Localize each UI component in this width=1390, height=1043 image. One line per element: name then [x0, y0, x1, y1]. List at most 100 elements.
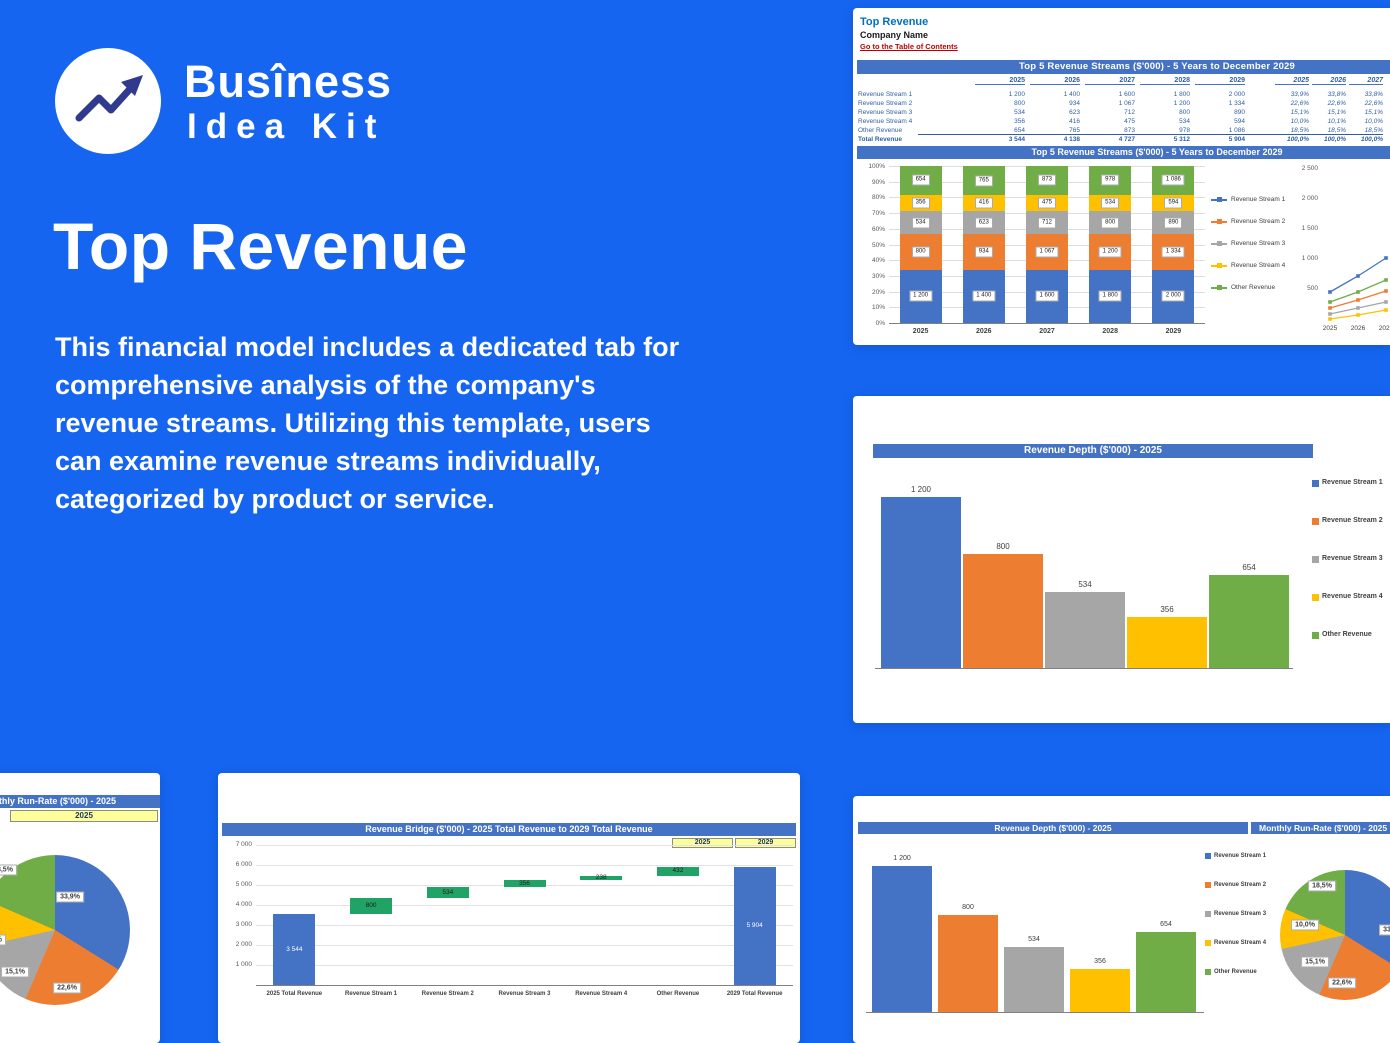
- year-header: 2025: [975, 76, 1025, 85]
- cell-value: 1 200: [1008, 91, 1025, 98]
- gridline: [256, 845, 793, 846]
- bar-revenue-stream-3: [1004, 947, 1064, 1012]
- data-label: 356: [911, 197, 930, 209]
- cell-pct: 100,0%: [1323, 136, 1346, 143]
- depth-and-runrate-panel: Revenue Depth ($'000) - 2025 Monthly Run…: [853, 796, 1390, 1043]
- revenue-bridge-panel: Revenue Bridge ($'000) - 2025 Total Reve…: [218, 773, 800, 1043]
- pie-chart: [0, 855, 130, 1005]
- axis-tick: 3 000: [235, 921, 252, 928]
- cell-value: 765: [1069, 127, 1080, 134]
- data-label: 5 904: [746, 921, 763, 929]
- data-label: 534: [1028, 936, 1040, 944]
- data-label: 712: [1037, 217, 1057, 229]
- bridge-title-band: Revenue Bridge ($'000) - 2025 Total Reve…: [222, 823, 796, 836]
- legend-item-revenue-stream-1: Revenue Stream 1: [1205, 852, 1287, 860]
- data-label: 534: [1101, 197, 1120, 209]
- data-label: 800: [365, 902, 377, 910]
- data-label: 432: [672, 867, 684, 875]
- axis-category: 2027: [1039, 328, 1055, 335]
- bar-other-revenue: [1209, 574, 1289, 668]
- brand-name-line2: Idea Kit: [187, 107, 386, 146]
- pie-label: 33,9%: [56, 891, 84, 903]
- year-header: 2025: [1275, 76, 1309, 85]
- revenue-bridge-waterfall-chart: 7 000 6 000 5 000 4 000 3 000 2 000 1 000 3 544…: [218, 773, 800, 1043]
- row-label: Revenue Stream 2: [858, 100, 913, 107]
- legend-label: Revenue Stream 1: [1322, 479, 1383, 486]
- legend-label: Revenue Stream 2: [1231, 218, 1286, 225]
- runrate-pie-chart-mini: 33,9% 22,6% 15,1% 10,0% 18,5%: [1248, 796, 1390, 1043]
- bridge-year-from-cell[interactable]: 2025: [672, 838, 733, 848]
- gridline: [256, 965, 793, 966]
- row-label: Total Revenue: [858, 136, 902, 143]
- cell-value: 594: [1234, 118, 1245, 125]
- row-label: Other Revenue: [858, 127, 903, 134]
- axis-category: 2029: [1165, 328, 1182, 335]
- gridline: [256, 865, 793, 866]
- bar-revenue-stream-2: [938, 914, 998, 1012]
- data-label: 978: [1101, 174, 1120, 186]
- cell-value: 356: [1014, 118, 1025, 125]
- cell-pct: 22,6%: [1290, 100, 1309, 107]
- cell-pct: 22,6%: [1327, 100, 1346, 107]
- cell-pct: 33,8%: [1327, 91, 1346, 98]
- data-label: 2 000: [1161, 290, 1185, 302]
- bar-other-revenue: [1136, 932, 1196, 1012]
- legend-item-other-revenue: Other Revenue: [1205, 968, 1287, 976]
- legend-label: Revenue Stream 1: [1231, 196, 1286, 203]
- cell-pct: 33,9%: [1290, 91, 1309, 98]
- legend-item-revenue-stream-1: Revenue Stream 1: [1211, 196, 1303, 204]
- axis-line: [256, 985, 793, 986]
- data-label: 800: [911, 246, 930, 258]
- cell-value: 534: [1179, 118, 1190, 125]
- top-revenue-sheet-panel: Top Revenue Company Name Go to the Table…: [853, 8, 1390, 345]
- data-label: 800: [962, 903, 974, 911]
- bridge-year-to-cell[interactable]: 2029: [735, 838, 796, 848]
- cell-value: 800: [1179, 109, 1190, 116]
- legend-marker: [1312, 594, 1319, 601]
- cell-pct: 18,5%: [1290, 127, 1309, 134]
- cell-pct: 15,1%: [1327, 109, 1346, 116]
- axis-tick: 30%: [871, 272, 885, 280]
- revenue-table-title-band: Top 5 Revenue Streams ($'000) - 5 Years …: [857, 60, 1390, 74]
- depth-chart-title-band: Revenue Depth ($'000) - 2025: [873, 444, 1313, 458]
- legend-label: Revenue Stream 3: [1214, 911, 1267, 917]
- legend-label: Other Revenue: [1231, 284, 1276, 291]
- gridline: [889, 323, 1205, 324]
- data-label: 3 544: [286, 945, 303, 953]
- cell-pct: 100,0%: [1360, 136, 1383, 143]
- cell-value: 1 400: [1063, 91, 1080, 98]
- bar-revenue-stream-3: [503, 880, 546, 888]
- bar-2025-total-revenue: [273, 914, 316, 985]
- year-input-cell[interactable]: 2025: [10, 810, 158, 822]
- cell-value: 5 904: [1228, 136, 1245, 143]
- axis-tick: 2 500: [1301, 165, 1318, 172]
- cell-pct: 15,1%: [1290, 109, 1309, 116]
- data-label: 654: [1242, 562, 1256, 572]
- table-of-contents-link[interactable]: Go to the Table of Contents: [860, 42, 958, 51]
- cell-value: 2 000: [1228, 91, 1245, 98]
- legend-marker: [1205, 911, 1211, 917]
- legend-point-marker: [1217, 219, 1222, 224]
- axis-tick: 50%: [871, 241, 885, 249]
- data-label: 890: [1164, 217, 1183, 228]
- axis-tick: 1 000: [1301, 255, 1318, 262]
- data-label: 934: [974, 246, 993, 258]
- year-header: 2027: [1085, 76, 1135, 85]
- pie-label: 15,1%: [1, 966, 29, 978]
- axis-tick: 6 000: [235, 861, 252, 868]
- data-label: 1 067: [1035, 246, 1059, 258]
- data-label: 594: [1164, 197, 1183, 209]
- cell-pct: 15,1%: [1364, 109, 1383, 116]
- data-label: 238: [595, 873, 607, 881]
- gridline: [256, 905, 793, 906]
- cell-value: 5 312: [1173, 136, 1190, 143]
- axis-tick: 100%: [868, 163, 885, 170]
- legend-item-revenue-stream-2: Revenue Stream 2: [1205, 881, 1287, 889]
- legend-label: Other Revenue: [1214, 969, 1257, 975]
- row-label: Revenue Stream 4: [858, 118, 913, 125]
- legend-item-revenue-stream-4: Revenue Stream 4: [1205, 939, 1287, 947]
- runrate-mini-title-band: Monthly Run-Rate ($'000) - 2025: [1251, 822, 1390, 834]
- legend-item-other-revenue: Other Revenue: [1211, 284, 1303, 292]
- axis-tick: 90%: [871, 178, 885, 186]
- cell-value: 4 727: [1118, 136, 1135, 143]
